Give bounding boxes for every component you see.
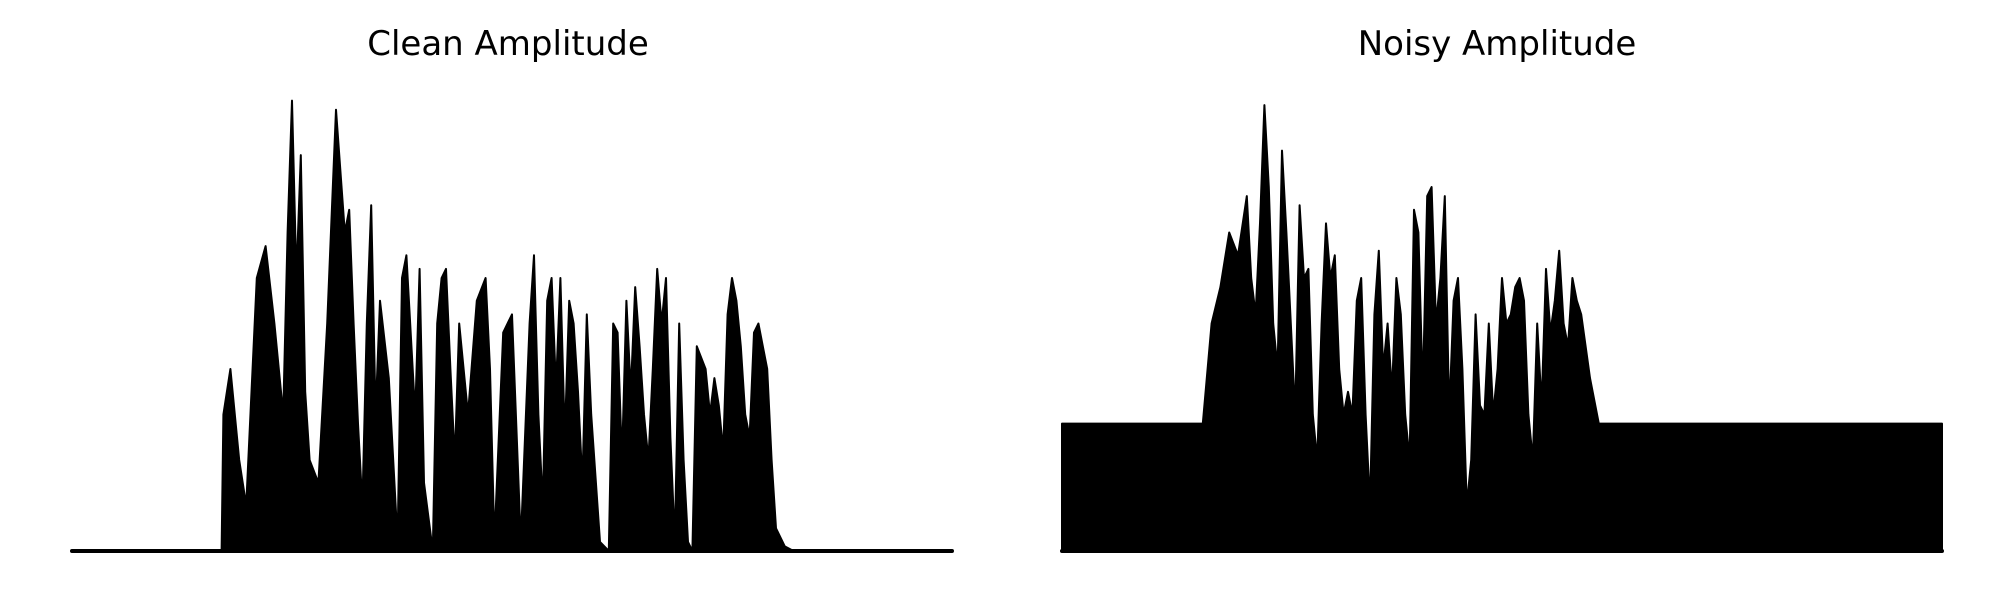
noisy-amplitude-plot (1060, 104, 1944, 553)
noisy-amplitude-envelope (1061, 104, 1943, 552)
noisy-amplitude-title: Noisy Amplitude (1357, 24, 1637, 64)
clean-amplitude-title: Clean Amplitude (367, 24, 649, 64)
clean-amplitude-plot (70, 99, 954, 553)
clean-amplitude-envelope (71, 99, 953, 552)
